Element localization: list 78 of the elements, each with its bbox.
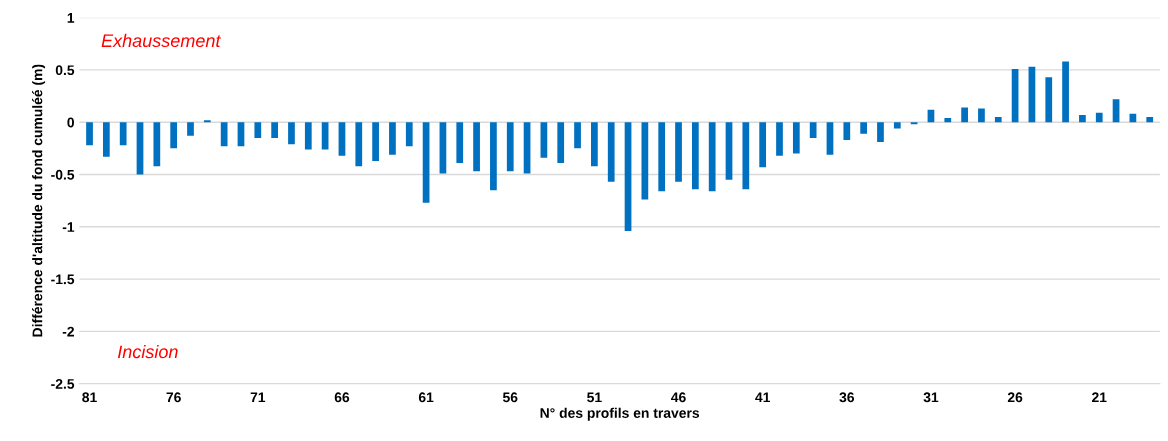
bar [1062,61,1069,123]
bar [136,122,144,175]
annotation: Exhaussement [101,33,222,48]
bar [961,107,968,123]
bar [591,122,598,167]
bar [574,122,581,149]
bar [675,122,682,182]
bar [187,122,194,136]
bar [372,122,379,161]
bar [355,122,363,167]
bar [540,122,548,158]
bar [1095,112,1103,123]
bar [102,122,110,157]
y-tick-label: 1 [67,13,75,23]
bar [288,122,295,145]
x-tick-label: 21 [1092,392,1107,403]
bar [641,122,649,200]
bar [304,122,312,150]
bar [658,122,666,192]
x-tick-label: 51 [587,392,602,403]
bar [86,122,93,146]
bar [389,122,396,155]
y-tick-label: -1.5 [51,274,75,285]
bar [557,122,565,164]
bar [422,122,430,203]
bar [1045,77,1053,123]
bar [759,122,767,168]
bar [506,122,514,172]
y-tick-label: -1 [62,222,75,232]
y-axis-title: Différence d'altitude du fond cumuléé (m) [32,64,46,337]
bar [1146,116,1154,123]
y-tick-label: -2 [62,326,75,337]
bar [607,122,615,182]
y-tick-label: -2.5 [51,379,75,389]
bar [691,122,699,190]
bar [725,122,733,180]
y-tick-label: -0.5 [51,169,75,180]
bar [338,122,346,156]
bar [405,122,413,147]
x-tick-label: 66 [334,392,350,403]
bar [994,116,1002,123]
bar [978,108,985,123]
x-tick-label: 56 [502,392,518,403]
x-axis-title: N° des profils en travers [540,407,700,421]
bar [826,122,834,155]
bar [860,122,868,134]
x-tick-label: 31 [923,392,939,403]
bar [119,122,127,146]
bar [456,122,464,164]
x-tick-label: 36 [839,392,855,403]
x-tick-label: 61 [418,392,434,403]
bar [776,122,783,156]
bar [153,122,161,167]
bar [473,122,480,172]
annotation: Incision [117,344,178,359]
x-tick-label: 41 [755,392,771,403]
bar [170,122,178,149]
bar [944,118,952,123]
bar [809,122,817,138]
bar [254,122,262,138]
x-tick-label: 81 [82,392,97,403]
x-tick-label: 76 [166,392,181,403]
bar [490,122,497,191]
x-tick-label: 46 [671,392,686,403]
bar [220,122,228,147]
bar [877,122,884,143]
bar [708,122,716,192]
x-tick-label: 71 [250,392,266,403]
bar [203,120,211,123]
bar [792,122,800,154]
bar [893,122,901,129]
bar [271,122,278,138]
bar [742,122,750,190]
bar [843,122,851,140]
y-tick-label: 0 [67,117,74,128]
y-tick-label: 0.5 [55,65,75,76]
bar [1079,114,1086,123]
x-tick-label: 26 [1007,392,1023,403]
